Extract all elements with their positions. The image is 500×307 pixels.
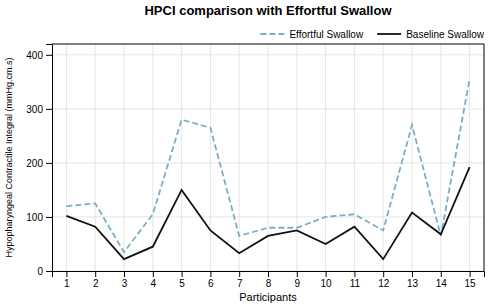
x-tick-mark xyxy=(441,271,442,277)
plot-frame xyxy=(484,44,485,271)
x-tick-mark xyxy=(182,271,183,277)
y-tick-mark xyxy=(46,109,52,110)
grid-line-x xyxy=(124,44,125,271)
x-tick-label: 3 xyxy=(122,278,128,289)
x-tick-label: 9 xyxy=(295,278,301,289)
grid-line-x xyxy=(354,44,355,271)
y-tick-label: 0 xyxy=(37,266,43,277)
x-tick: 11 xyxy=(350,271,361,289)
x-tick: 13 xyxy=(407,271,419,289)
x-tick-label: 5 xyxy=(179,278,185,289)
legend-item: Baseline Swallow xyxy=(377,29,485,40)
x-tick-label: 8 xyxy=(266,278,272,289)
x-tick-mark xyxy=(239,271,240,277)
x-tick: 7 xyxy=(237,271,243,289)
plot-area: 1234567891011121314150100200300400 xyxy=(26,44,484,289)
x-tick-label: 12 xyxy=(378,278,390,289)
y-tick-mark xyxy=(46,163,52,164)
grid-line-x xyxy=(296,44,297,271)
x-axis-label: Participants xyxy=(239,291,297,303)
x-tick: 15 xyxy=(465,271,477,289)
x-tick-label: 6 xyxy=(208,278,214,289)
grid-line-x xyxy=(469,44,470,271)
grid xyxy=(52,44,484,271)
x-tick-mark xyxy=(66,271,67,277)
y-axis-line xyxy=(46,45,53,272)
y-axis: 0 100 200 300 400 xyxy=(26,45,52,277)
x-tick: 2 xyxy=(93,271,99,289)
x-tick-label: 13 xyxy=(407,278,419,289)
x-tick-mark xyxy=(210,271,211,277)
y-tick: 0 xyxy=(37,266,52,277)
plot-frame xyxy=(52,44,484,45)
x-axis: 123456789101112131415 xyxy=(53,271,485,289)
y-tick-label: 200 xyxy=(26,158,43,169)
y-tick-mark xyxy=(46,217,52,218)
grid-line-x xyxy=(383,44,384,271)
y-tick: 300 xyxy=(26,104,52,115)
x-tick: 14 xyxy=(436,271,448,289)
y-tick-label: 400 xyxy=(26,50,43,61)
x-tick: 6 xyxy=(208,271,214,289)
x-tick-mark xyxy=(412,271,413,277)
grid-line-x xyxy=(210,44,211,271)
y-tick: 400 xyxy=(26,50,52,61)
x-tick-mark xyxy=(326,271,327,277)
grid-line-x xyxy=(152,44,153,271)
x-tick-label: 15 xyxy=(465,278,477,289)
legend-swatch xyxy=(260,33,284,35)
y-axis-label: Hypopharyngeal Contractile Integral (mmH… xyxy=(4,57,14,257)
x-tick-label: 2 xyxy=(93,278,99,289)
grid-line-x xyxy=(412,44,413,271)
grid-line-x xyxy=(95,44,96,271)
x-tick-mark xyxy=(153,271,154,277)
title: HPCI comparison with Effortful Swallow xyxy=(144,3,392,18)
y-tick-label: 100 xyxy=(26,212,43,223)
series-line xyxy=(66,79,469,252)
x-tick-label: 14 xyxy=(436,278,448,289)
x-tick-label: 4 xyxy=(151,278,157,289)
chart: 1234567891011121314150100200300400HPCI c… xyxy=(0,0,500,307)
legend-label: Baseline Swallow xyxy=(406,29,485,40)
x-tick-mark xyxy=(470,271,471,277)
x-tick-label: 7 xyxy=(237,278,243,289)
series-line xyxy=(66,167,469,259)
legend-item: Effortful Swallow xyxy=(260,29,364,40)
x-tick-mark xyxy=(297,271,298,277)
x-tick-label: 11 xyxy=(350,278,361,289)
x-tick-label: 10 xyxy=(321,278,333,289)
y-tick: 100 xyxy=(26,212,52,223)
x-tick-mark xyxy=(124,271,125,277)
lines xyxy=(66,79,469,259)
grid-line-x xyxy=(440,44,441,271)
x-tick-label: 1 xyxy=(64,278,70,289)
legend-swatch xyxy=(377,33,401,35)
legend: Effortful Swallow Baseline Swallow xyxy=(260,29,484,40)
x-tick: 10 xyxy=(321,271,333,289)
y-tick-mark xyxy=(46,271,52,272)
y-tick: 200 xyxy=(26,158,52,169)
legend-label: Effortful Swallow xyxy=(289,29,364,40)
y-tick-label: 300 xyxy=(26,104,43,115)
grid-line-x xyxy=(325,44,326,271)
x-tick-mark xyxy=(383,271,384,277)
grid-line-x xyxy=(181,44,182,271)
x-tick-mark xyxy=(354,271,355,277)
y-tick-mark xyxy=(46,55,52,56)
x-tick: 8 xyxy=(266,271,272,289)
x-tick-mark xyxy=(268,271,269,277)
x-tick: 5 xyxy=(179,271,185,289)
grid-line-x xyxy=(239,44,240,271)
x-tick: 4 xyxy=(151,271,157,289)
x-tick: 3 xyxy=(122,271,128,289)
x-tick: 1 xyxy=(64,271,70,289)
x-tick: 9 xyxy=(295,271,301,289)
x-tick-mark xyxy=(95,271,96,277)
grid-line-x xyxy=(66,44,67,271)
x-tick: 12 xyxy=(378,271,390,289)
x-axis-line xyxy=(53,272,485,278)
